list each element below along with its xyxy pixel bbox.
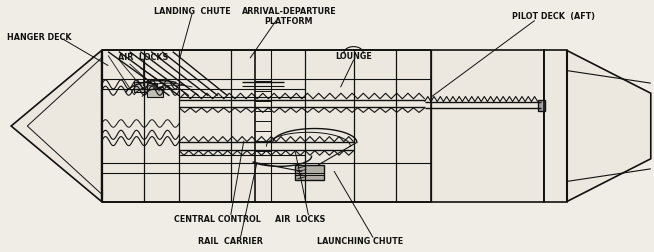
- Text: LAUNCHING CHUTE: LAUNCHING CHUTE: [317, 237, 403, 246]
- Text: HANGER DECK: HANGER DECK: [7, 33, 71, 42]
- Bar: [101, 50, 544, 202]
- Bar: [296, 165, 324, 180]
- Text: LANDING  CHUTE: LANDING CHUTE: [154, 7, 230, 16]
- Text: ARRIVAL-DEPARTURE
PLATFORM: ARRIVAL-DEPARTURE PLATFORM: [241, 7, 336, 26]
- Polygon shape: [11, 50, 101, 202]
- Text: CENTRAL CONTROL: CENTRAL CONTROL: [175, 215, 262, 224]
- Bar: [134, 82, 150, 92]
- Bar: [544, 50, 567, 202]
- Text: LOUNGE: LOUNGE: [336, 52, 372, 61]
- Bar: [147, 87, 163, 97]
- Text: RAIL  CARRIER: RAIL CARRIER: [198, 237, 264, 246]
- Bar: [147, 83, 156, 89]
- Bar: [538, 100, 545, 111]
- Text: AIR  LOCKS: AIR LOCKS: [275, 215, 328, 224]
- Polygon shape: [567, 50, 651, 202]
- Text: AIR  LOCKS: AIR LOCKS: [118, 53, 169, 62]
- Text: PILOT DECK  (AFT): PILOT DECK (AFT): [512, 12, 595, 21]
